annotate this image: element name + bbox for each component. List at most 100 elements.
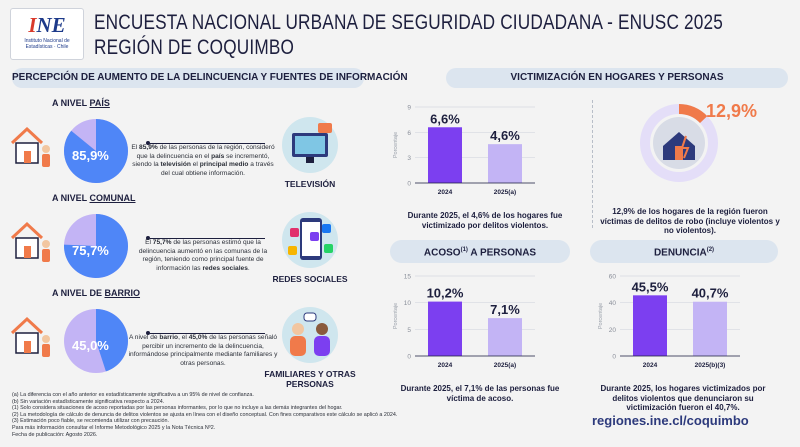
victimization-chart: 0 3 6 9 Porcentaje 6,6% 2024 4,6% 2025(a) [385, 93, 545, 210]
acoso-heading: ACOSO(1) A PERSONAS [390, 240, 570, 264]
broken-icon [680, 135, 690, 159]
y-tick-label: 3 [407, 155, 411, 162]
y-axis-label: Porcentaje [598, 303, 604, 329]
acoso-caption: Durante 2025, el 7,1% de las personas fu… [400, 384, 560, 403]
x-tick-label: 2024 [438, 362, 453, 369]
bar-value-label: 6,6% [430, 111, 460, 126]
y-tick-label: 60 [609, 274, 617, 281]
media-label: TELEVISIÓN [284, 179, 336, 189]
bar-value-label: 40,7% [692, 286, 729, 301]
x-tick-label: 2025(a) [494, 189, 516, 196]
robbery-percentage: 12,9% [706, 101, 758, 121]
social-app-icon [322, 224, 331, 233]
x-tick-label: 2025(a) [494, 362, 516, 369]
x-tick-label: 2024 [438, 189, 453, 196]
level-description: El 85,9% de las personas de la región, c… [131, 144, 275, 177]
x-tick-label: 2024 [643, 362, 658, 369]
footnote: Para más información consultar el Inform… [12, 424, 216, 431]
y-tick-label: 15 [404, 274, 412, 281]
acoso-chart: 0 5 10 15 Porcentaje 10,2% 2024 7,1% 2025(a) [385, 262, 545, 383]
tv-display [295, 136, 325, 154]
house-roof [10, 126, 44, 145]
connector-line [150, 237, 265, 239]
footnotes: (a) La diferencia con el año anterior es… [12, 392, 397, 438]
footnote: (3) Estimación poco fiable, se recomiend… [12, 418, 170, 425]
person-head [292, 323, 304, 335]
victimization-caption: Durante 2025, el 4,6% de los hogares fue… [407, 211, 563, 230]
house-door-icon [675, 146, 683, 160]
y-tick-label: 0 [407, 354, 411, 361]
bar-value-label: 10,2% [427, 286, 464, 301]
level-title: A NIVEL COMUNAL [52, 193, 136, 203]
denuncia-caption: Durante 2025, los hogares victimizados p… [600, 384, 766, 412]
person-body [42, 154, 50, 167]
person-head [42, 240, 50, 248]
y-tick-label: 5 [407, 327, 411, 334]
bar [488, 144, 522, 183]
victimization-heading: VICTIMIZACIÓN EN HOGARES Y PERSONAS [446, 68, 788, 88]
footnote: (1) Solo considera situaciones de acoso … [12, 405, 343, 412]
connector-line [150, 142, 265, 144]
social-app-icon [324, 244, 333, 253]
level-percentage: 45,0% [72, 338, 109, 353]
pie-slice [63, 119, 128, 183]
person-body [290, 336, 306, 356]
house-door [24, 341, 31, 353]
social-app-icon [288, 246, 297, 255]
region-url-link[interactable]: regiones.ine.cl/coquimbo [592, 413, 749, 428]
level-title: A NIVEL DE BARRIO [52, 288, 141, 298]
footnote: (b) Sin variación estadísticamente signi… [12, 398, 165, 405]
bar [693, 301, 727, 356]
perception-heading: PERCEPCIÓN DE AUMENTO DE LA DELINCUENCIA… [12, 68, 408, 88]
social-app-icon [290, 228, 299, 237]
bullet-dot [146, 141, 150, 145]
house-roof [10, 316, 44, 335]
level-title: A NIVEL PAÍS [52, 98, 110, 108]
level-percentage: 75,7% [72, 243, 109, 258]
media-label: REDES SOCIALES [272, 274, 348, 284]
people-talking-icon [282, 307, 338, 363]
bar [428, 127, 462, 183]
person-body [42, 344, 50, 357]
speech-bubble [303, 312, 317, 322]
y-tick-label: 0 [407, 181, 411, 188]
robbery-caption: 12,9% de los hogares de la región fueron… [600, 207, 780, 235]
footnote: (2) La metodología de cálculo de denunci… [12, 411, 398, 418]
house-door [24, 151, 31, 163]
divider [592, 100, 593, 228]
connector-line [150, 332, 265, 334]
social-media-icon [282, 212, 338, 268]
pie-slice [96, 309, 128, 372]
bar-value-label: 45,5% [632, 279, 669, 294]
social-app-icon [310, 232, 319, 241]
robbery-donut [636, 100, 722, 191]
person-head [316, 323, 328, 335]
house-roof [10, 221, 44, 240]
y-tick-label: 0 [612, 354, 616, 361]
bar-value-label: 4,6% [490, 128, 520, 143]
media-label: FAMILIARES Y OTRAS PERSONAS [264, 369, 356, 389]
bar-value-label: 7,1% [490, 302, 520, 317]
bar [633, 295, 667, 356]
bullet-dot [146, 236, 150, 240]
bullet-dot [146, 331, 150, 335]
page-title: ENCUESTA NACIONAL URBANA DE SEGURIDAD CI… [94, 11, 723, 59]
level-pie [10, 119, 128, 183]
bar [488, 318, 522, 356]
y-tick-label: 40 [609, 300, 617, 307]
footnote: (a) La diferencia con el año anterior es… [12, 392, 254, 398]
level-description: El 75,7% de las personas estimó que la d… [138, 239, 268, 272]
level-pie [10, 214, 128, 278]
ine-logo: INE Instituto Nacional de Estadísticas ·… [10, 8, 84, 60]
y-tick-label: 10 [404, 300, 412, 307]
y-tick-label: 20 [609, 327, 617, 334]
x-tick-label: 2025(b)(3) [695, 362, 726, 369]
ine-logo-mark: INE [28, 13, 66, 37]
footnote: Fecha de publicación: Agosto 2026. [12, 431, 98, 438]
tv-stand [306, 157, 314, 163]
level-pie [10, 309, 128, 373]
television-icon [282, 117, 338, 173]
denuncia-heading: DENUNCIA(2) [590, 240, 778, 264]
level-percentage: 85,9% [72, 148, 109, 163]
y-tick-label: 6 [407, 130, 411, 137]
